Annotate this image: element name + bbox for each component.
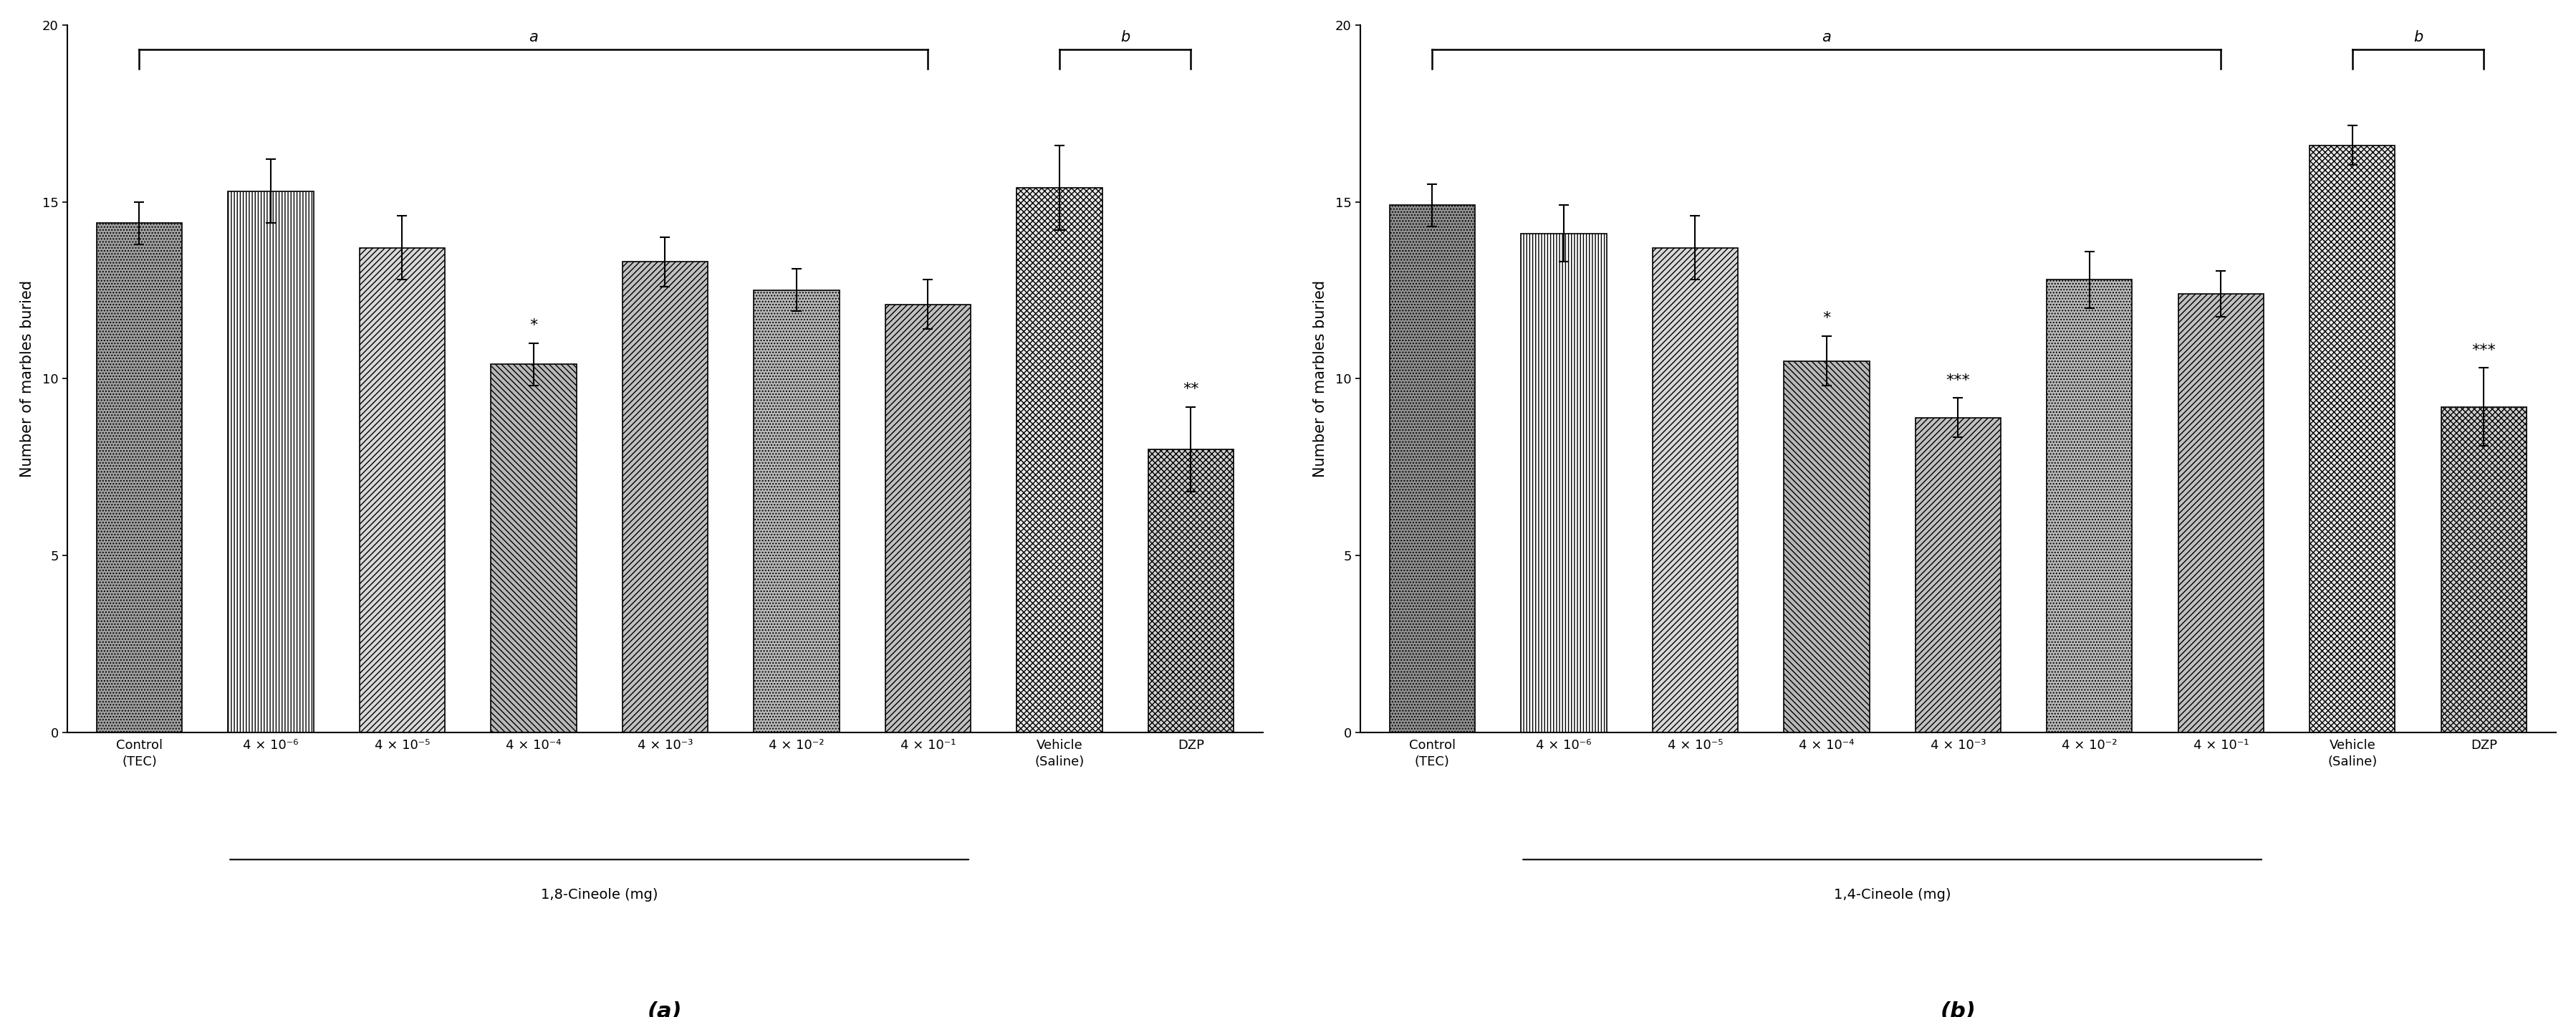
Bar (623, 261, 708, 732)
Y-axis label: Number of marbles buried: Number of marbles buried (21, 280, 33, 477)
Bar (98, 223, 183, 732)
Bar (1785, 361, 1870, 732)
Bar (886, 304, 971, 732)
Bar (361, 248, 446, 732)
Bar (229, 191, 314, 732)
Text: ***: *** (2473, 343, 2496, 357)
Bar (2311, 145, 2396, 732)
Text: *: * (531, 318, 538, 333)
Bar (1149, 450, 1234, 732)
Text: (b): (b) (1940, 1001, 1976, 1017)
Bar (1917, 418, 2002, 732)
Text: a: a (1821, 31, 1832, 45)
Bar (2179, 294, 2264, 732)
Bar (2442, 407, 2527, 732)
Text: 1,8-Cineole (mg): 1,8-Cineole (mg) (541, 888, 657, 901)
Bar (1520, 234, 1607, 732)
Text: 1,4-Cineole (mg): 1,4-Cineole (mg) (1834, 888, 1950, 901)
Bar (1018, 187, 1103, 732)
Text: a: a (528, 31, 538, 45)
Y-axis label: Number of marbles buried: Number of marbles buried (1314, 280, 1327, 477)
Bar (1651, 248, 1739, 732)
Bar (492, 364, 577, 732)
Text: (a): (a) (647, 1001, 683, 1017)
Bar (755, 290, 840, 732)
Text: *: * (1824, 311, 1832, 325)
Bar (2048, 280, 2133, 732)
Text: b: b (1121, 31, 1131, 45)
Text: b: b (2414, 31, 2424, 45)
Text: **: ** (1182, 382, 1198, 397)
Bar (1388, 205, 1476, 732)
Text: ***: *** (1945, 373, 1971, 387)
